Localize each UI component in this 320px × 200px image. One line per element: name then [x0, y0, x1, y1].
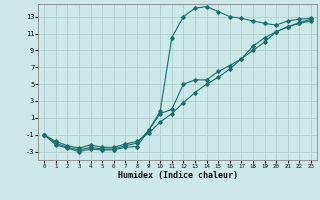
- X-axis label: Humidex (Indice chaleur): Humidex (Indice chaleur): [118, 171, 238, 180]
